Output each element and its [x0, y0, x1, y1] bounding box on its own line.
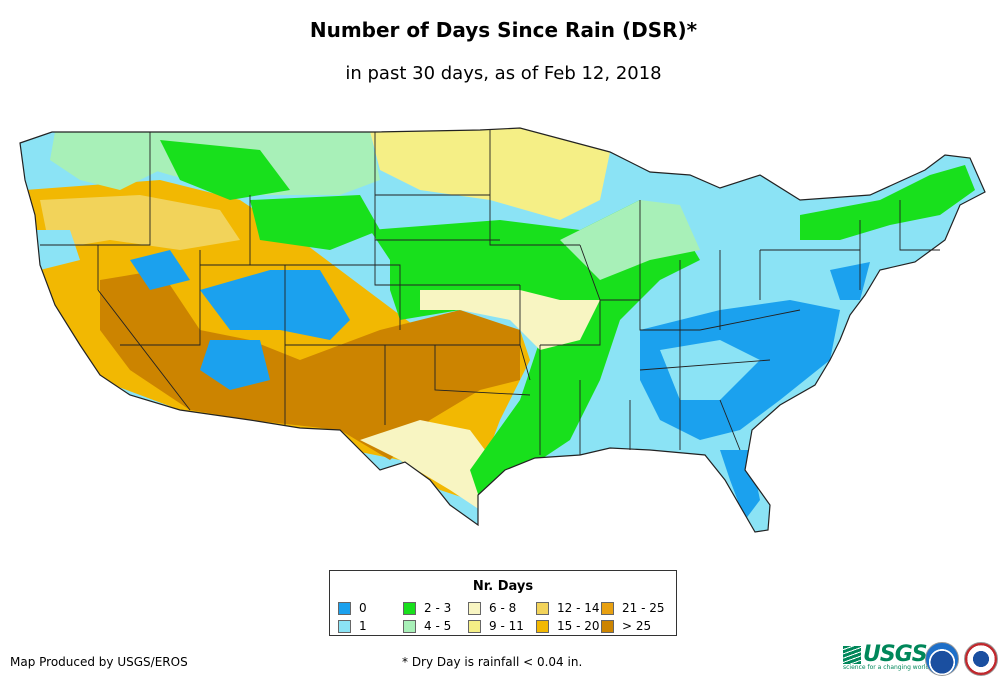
map-subtitle: in past 30 days, as of Feb 12, 2018: [345, 63, 662, 84]
legend-item-15-20: 15 - 20: [536, 619, 601, 633]
legend-label: 1: [359, 619, 367, 633]
legend-label: 12 - 14: [557, 601, 600, 615]
legend-swatch: [403, 601, 416, 615]
nws-logo: [964, 642, 998, 676]
legend-swatch: [536, 619, 549, 633]
legend-label: 15 - 20: [557, 619, 600, 633]
dry-day-note: * Dry Day is rainfall < 0.04 in.: [402, 655, 583, 669]
usgs-waves-icon: [843, 645, 861, 664]
legend-item-6-8: 6 - 8: [468, 601, 536, 615]
usgs-logo: USGS science for a changing world: [843, 642, 929, 671]
legend-item-21-25: 21 - 25: [601, 601, 671, 615]
legend-label: 0: [359, 601, 367, 615]
legend-label: > 25: [622, 619, 652, 633]
legend-label: 6 - 8: [489, 601, 517, 615]
legend-swatch: [403, 619, 416, 633]
usgs-wordmark: USGS: [863, 642, 928, 667]
legend-item-9-11: 9 - 11: [468, 619, 536, 633]
legend-swatch: [536, 601, 549, 615]
legend-item-0: 0: [338, 601, 403, 615]
usgs-tagline: science for a changing world: [843, 664, 930, 671]
state-boundaries: [40, 130, 940, 455]
map-title: Number of Days Since Rain (DSR)*: [309, 18, 698, 42]
legend-swatch: [601, 601, 614, 615]
legend-label: 21 - 25: [622, 601, 665, 615]
legend-title: Nr. Days: [472, 579, 534, 594]
legend-swatch: [468, 601, 481, 615]
us-dsr-map: [19, 127, 986, 533]
legend-label: 4 - 5: [424, 619, 452, 633]
legend-item-12-14: 12 - 14: [536, 601, 601, 615]
legend-label: 9 - 11: [489, 619, 524, 633]
dsr-shading: [20, 128, 985, 532]
noaa-logo: [925, 642, 959, 676]
legend-item-2-3: 2 - 3: [403, 601, 468, 615]
legend-item-gt-25: > 25: [601, 619, 671, 633]
legend: Nr. Days 0 2 - 3 6 - 8 12 - 14 21 - 25 1…: [329, 570, 677, 636]
legend-swatch: [338, 619, 351, 633]
legend-item-1: 1: [338, 619, 403, 633]
legend-item-4-5: 4 - 5: [403, 619, 468, 633]
legend-label: 2 - 3: [424, 601, 452, 615]
legend-swatch: [601, 619, 614, 633]
legend-swatch: [338, 601, 351, 615]
map-credit: Map Produced by USGS/EROS: [10, 655, 188, 669]
legend-swatch: [468, 619, 481, 633]
